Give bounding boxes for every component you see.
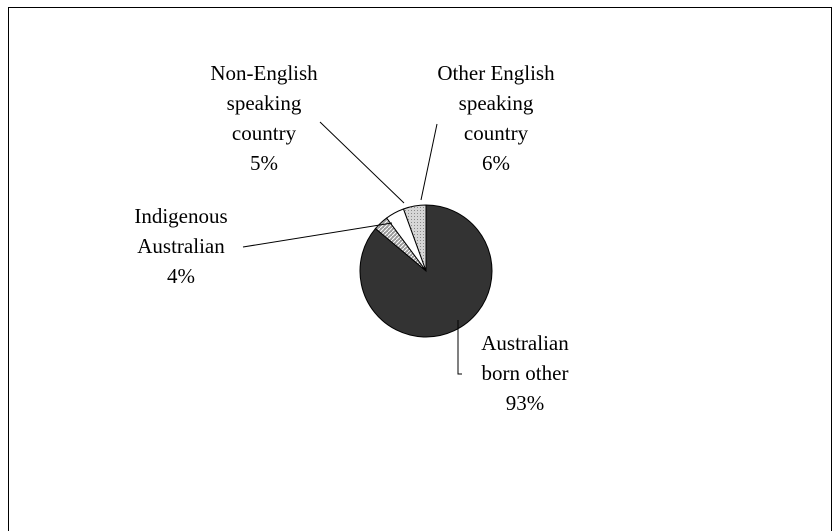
pie-labels: Other English speaking country 6% Non-Englis… <box>134 61 569 415</box>
leader-lines <box>242 121 462 375</box>
leader-line-1 <box>319 121 405 204</box>
slice-label-3-line-0: Australian <box>481 331 569 355</box>
leader-line-2 <box>242 222 393 248</box>
slice-label-0-line-1: speaking <box>459 91 534 115</box>
slice-value-label-3: 93% <box>506 391 545 415</box>
slice-label-0-line-0: Other English <box>437 61 555 85</box>
pie-group <box>359 204 493 338</box>
slice-value-label-0: 6% <box>482 151 510 175</box>
slice-label-0-line-2: country <box>464 121 529 145</box>
slice-value-label-2: 4% <box>167 264 195 288</box>
leader-line-0 <box>420 123 438 201</box>
slice-label-1-line-1: speaking <box>227 91 302 115</box>
slice-label-1-line-2: country <box>232 121 297 145</box>
leader-line-3 <box>457 320 462 375</box>
slice-label-2-line-1: Australian <box>137 234 225 258</box>
slice-label-2-line-0: Indigenous <box>134 204 227 228</box>
slice-value-label-1: 5% <box>250 151 278 175</box>
pie-slice-3 <box>359 204 493 338</box>
slice-label-1-line-0: Non-English <box>210 61 318 85</box>
slice-label-3-line-1: born other <box>482 361 569 385</box>
